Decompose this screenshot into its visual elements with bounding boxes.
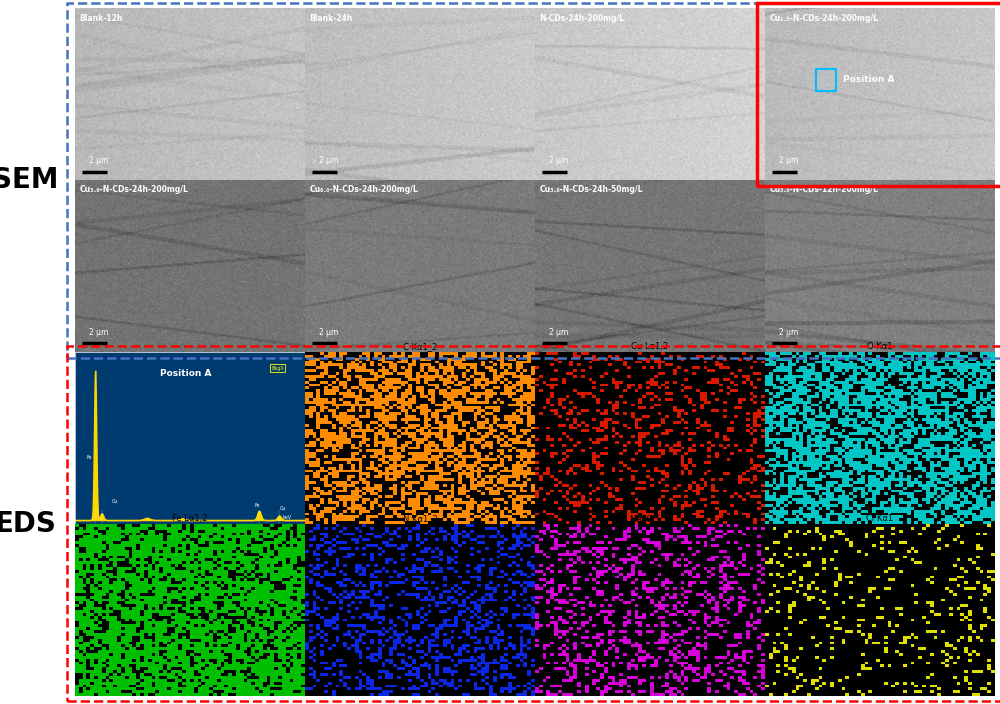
Text: keV: keV [282, 515, 291, 520]
Text: EDS: EDS [0, 510, 56, 538]
Text: Position A: Position A [160, 369, 211, 378]
Title: Cu Lα1,2: Cu Lα1,2 [631, 342, 669, 351]
Title: C Kα1_2: C Kα1_2 [403, 342, 437, 351]
Title: Fe Lα1,2: Fe Lα1,2 [172, 514, 208, 523]
Title: Cl Kα1: Cl Kα1 [866, 514, 894, 523]
Text: Cu₁.₅-N-CDs-24h-200mg/L: Cu₁.₅-N-CDs-24h-200mg/L [770, 13, 879, 23]
Text: Cu: Cu [112, 499, 118, 504]
Text: Blank-24h: Blank-24h [310, 13, 353, 23]
Title: O Kα1: O Kα1 [867, 342, 893, 351]
Text: 2 μm: 2 μm [319, 327, 338, 337]
Text: SEM: SEM [0, 166, 58, 194]
Text: 2 μm: 2 μm [89, 327, 108, 337]
Text: Cu₆.₀-N-CDs-24h-200mg/L: Cu₆.₀-N-CDs-24h-200mg/L [310, 185, 418, 194]
Text: Bkg0: Bkg0 [271, 366, 284, 371]
Title: N Kα1_2: N Kα1_2 [403, 514, 437, 523]
Text: Cu₃.₀-N-CDs-12h-200mg/L: Cu₃.₀-N-CDs-12h-200mg/L [770, 185, 878, 194]
Text: Position A: Position A [843, 75, 895, 84]
Text: 2 μm: 2 μm [89, 156, 108, 165]
Text: 2 μm: 2 μm [549, 327, 568, 337]
Text: Cu: Cu [280, 506, 286, 511]
Text: Cu₃.₀-N-CDs-24h-200mg/L: Cu₃.₀-N-CDs-24h-200mg/L [80, 185, 188, 194]
Text: Fe: Fe [254, 503, 260, 508]
Text: Cu₃.₀-N-CDs-24h-50mg/L: Cu₃.₀-N-CDs-24h-50mg/L [540, 185, 643, 194]
Text: 2 μm: 2 μm [549, 156, 568, 165]
Text: 2 μm: 2 μm [779, 156, 798, 165]
Text: 2 μm: 2 μm [779, 327, 798, 337]
Text: N-CDs-24h-200mg/L: N-CDs-24h-200mg/L [540, 13, 625, 23]
Text: Fe: Fe [87, 455, 92, 460]
Title: Na Kα1_2: Na Kα1_2 [630, 514, 670, 523]
Text: Blank-12h: Blank-12h [80, 13, 123, 23]
Text: 2 μm: 2 μm [319, 156, 338, 165]
